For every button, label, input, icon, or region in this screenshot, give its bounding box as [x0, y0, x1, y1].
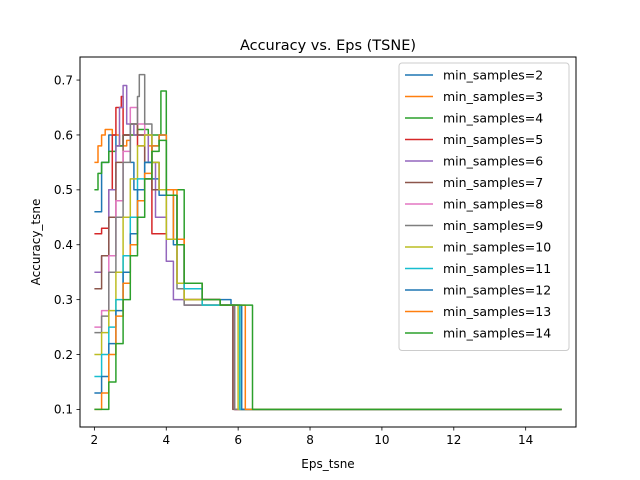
x-tick-label: 14 — [518, 433, 533, 447]
y-tick-label: 0.1 — [54, 403, 73, 417]
series-line-13 — [94, 139, 562, 411]
legend-label: min_samples=11 — [443, 261, 551, 276]
y-tick-label: 0.7 — [54, 73, 73, 87]
x-tick-label: 10 — [374, 433, 389, 447]
x-tick-label: 6 — [234, 433, 242, 447]
legend-label: min_samples=12 — [443, 283, 551, 298]
legend-box — [398, 62, 570, 351]
x-tick-label: 12 — [446, 433, 461, 447]
legend-label: min_samples=8 — [443, 197, 543, 212]
y-axis-ticks: 0.1 0.2 0.3 0.4 0.5 0.6 0.7 — [54, 73, 80, 417]
y-tick-label: 0.3 — [54, 293, 73, 307]
series-line-9 — [94, 134, 562, 411]
legend-label: min_samples=14 — [443, 326, 551, 341]
x-tick-label: 8 — [306, 433, 314, 447]
legend-label: min_samples=9 — [443, 218, 543, 233]
legend-label: min_samples=10 — [443, 240, 551, 255]
x-tick-label: 4 — [162, 433, 170, 447]
y-tick-label: 0.6 — [54, 128, 73, 142]
y-tick-label: 0.2 — [54, 348, 73, 362]
legend-label: min_samples=4 — [443, 111, 543, 126]
y-axis-label: Accuracy_tsne — [29, 199, 43, 286]
legend-label: min_samples=7 — [443, 175, 543, 190]
series-line-6 — [94, 123, 562, 411]
axes-frame — [79, 56, 577, 428]
y-tick-label: 0.5 — [54, 183, 73, 197]
legend-label: min_samples=13 — [443, 304, 551, 319]
x-axis-ticks: 2 4 6 8 10 12 14 — [91, 427, 533, 447]
x-tick-label: 2 — [91, 433, 99, 447]
plot-area — [94, 73, 562, 411]
y-tick-label: 0.4 — [54, 238, 73, 252]
legend-label: min_samples=6 — [443, 154, 543, 169]
legend: min_samples=2 min_samples=3 min_samples=4m… — [398, 62, 570, 351]
x-axis-label: Eps_tsne — [301, 457, 354, 471]
legend-label: min_samples=3 — [443, 89, 543, 104]
legend-label: min_samples=2 — [443, 68, 543, 83]
legend-label: min_samples=5 — [443, 132, 543, 147]
chart-title: Accuracy vs. Eps (TSNE) — [240, 38, 416, 54]
